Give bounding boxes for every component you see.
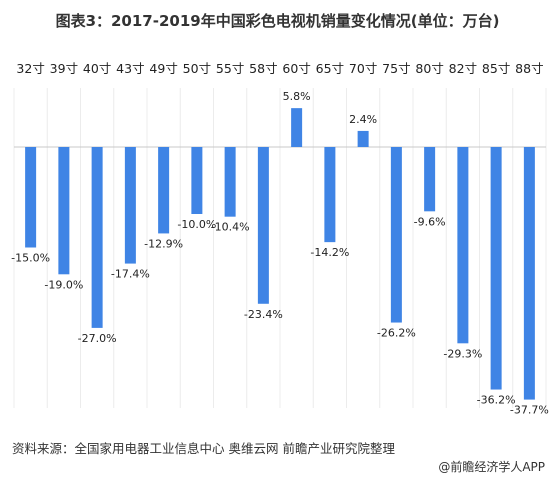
bar xyxy=(191,147,203,214)
data-label: -12.9% xyxy=(144,237,183,250)
bar xyxy=(490,147,502,390)
bar xyxy=(457,147,469,344)
data-label: -10.0% xyxy=(177,218,216,231)
category-label: 43寸 xyxy=(116,61,144,76)
bar xyxy=(158,147,170,234)
data-label: -26.2% xyxy=(377,327,416,340)
bar xyxy=(357,130,369,147)
data-label: -29.3% xyxy=(443,347,482,360)
data-label: -37.7% xyxy=(510,404,549,417)
bar xyxy=(224,147,236,217)
bar xyxy=(124,147,136,264)
bar xyxy=(257,147,269,304)
data-label: -9.6% xyxy=(414,215,446,228)
bar xyxy=(58,147,70,275)
bar xyxy=(523,147,535,400)
category-label: 49寸 xyxy=(149,61,177,76)
category-label: 55寸 xyxy=(216,61,244,76)
data-label: -14.2% xyxy=(310,246,349,259)
data-label: -17.4% xyxy=(111,268,150,281)
category-label: 58寸 xyxy=(249,61,277,76)
data-label: 5.8% xyxy=(283,90,311,103)
category-labels: 32寸 39寸 40寸 43寸 49寸 50寸 55寸 58寸 60寸 65寸 70寸 75寸 80寸 8… xyxy=(16,61,543,76)
source-note: 资料来源：全国家用电器工业信息中心 奥维云网 前瞻产业研究院整理 xyxy=(12,441,395,456)
bar xyxy=(25,147,37,248)
data-label: -23.4% xyxy=(244,308,283,321)
category-label: 60寸 xyxy=(282,61,310,76)
category-label: 70寸 xyxy=(349,61,377,76)
bar xyxy=(291,108,303,147)
category-separators xyxy=(13,88,547,408)
data-labels: -15.0% -19.0% -27.0% -17.4% -12.9% -10.0%-10.… xyxy=(11,90,549,416)
category-label: 50寸 xyxy=(183,61,211,76)
category-label: 65寸 xyxy=(316,61,344,76)
category-label: 39寸 xyxy=(50,61,78,76)
data-label: 2.4% xyxy=(349,113,377,126)
category-label: 75寸 xyxy=(382,61,410,76)
bar xyxy=(91,147,103,328)
category-label: 32寸 xyxy=(16,61,44,76)
bar xyxy=(424,147,436,212)
category-label: 82寸 xyxy=(449,61,477,76)
category-label: 88寸 xyxy=(515,61,543,76)
data-label: -36.2% xyxy=(477,394,516,407)
data-label: -27.0% xyxy=(78,332,117,345)
category-label: 40寸 xyxy=(83,61,111,76)
data-label: -15.0% xyxy=(11,252,50,265)
bar-chart: 32寸 39寸 40寸 43寸 49寸 50寸 55寸 58寸 60寸 65寸 70寸 75寸 80寸 8… xyxy=(11,61,549,417)
data-label: -19.0% xyxy=(44,278,83,291)
category-label: 85寸 xyxy=(482,61,510,76)
bars xyxy=(25,108,535,400)
brand-credit: @前瞻经济学人APP xyxy=(438,460,545,474)
category-label: 80寸 xyxy=(415,61,443,76)
chart-title: 图表3：2017-2019年中国彩色电视机销量变化情况(单位：万台) xyxy=(55,12,500,30)
bar xyxy=(390,147,402,323)
data-label: -10.4% xyxy=(211,221,250,234)
bar xyxy=(324,147,336,243)
